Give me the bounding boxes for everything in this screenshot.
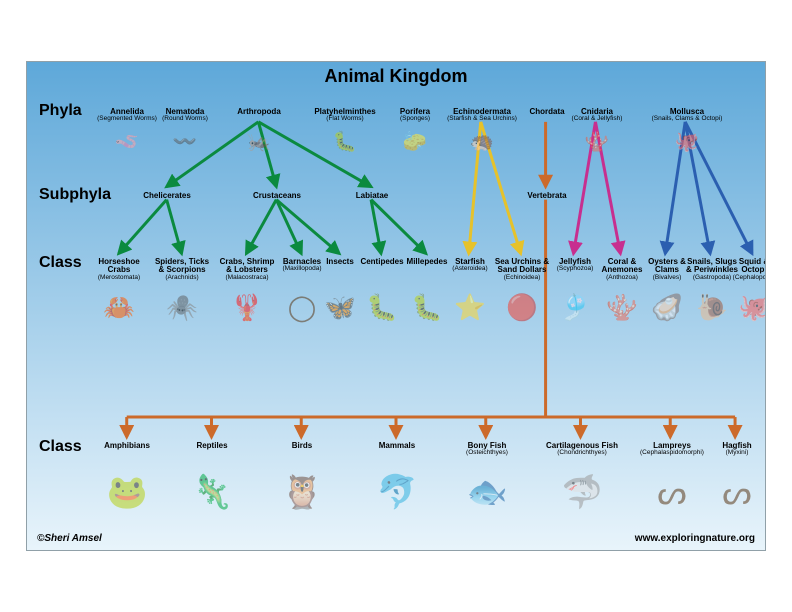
class-node: Bony Fish(Osteichthyes) <box>444 442 530 457</box>
phylum-name: Arthropoda <box>221 108 297 116</box>
website-url: www.exploringnature.org <box>635 533 755 544</box>
class-subname: (Maxillopoda) <box>274 266 330 273</box>
phylum-illustration: 🧽 <box>402 129 428 155</box>
class-illustration: ⭐ <box>453 291 487 325</box>
class-illustration: 🐙 <box>737 291 766 325</box>
class-illustration: 🦞 <box>230 291 264 325</box>
class-node: Cartilagenous Fish(Chondrichthyes) <box>539 442 625 457</box>
phylum-subname: (Coral & Jellyfish) <box>559 116 635 123</box>
subphylum-name: Chelicerates <box>127 192 207 200</box>
subphylum-node: Labiatae <box>332 192 412 200</box>
phylum-illustration: 🐛 <box>332 129 358 155</box>
class-illustration: 🎐 <box>558 291 592 325</box>
class-subname: (Chondrichthyes) <box>539 450 625 457</box>
subphylum-name: Vertebrata <box>507 192 587 200</box>
class-node: Mammals <box>354 442 440 450</box>
class-illustration: ◯ <box>285 291 319 325</box>
phylum-subname: (Sponges) <box>377 116 453 123</box>
phylum-subname: (Starfish & Sea Urchins) <box>444 116 520 123</box>
class-subname: (Merostomata) <box>91 275 147 282</box>
subphylum-node: Chelicerates <box>127 192 207 200</box>
class-illustration: 🐛 <box>365 291 399 325</box>
subphylum-node: Crustaceans <box>237 192 317 200</box>
subphylum-node: Vertebrata <box>507 192 587 200</box>
class-illustration: 🐟 <box>465 470 509 514</box>
class-illustration: 🔴 <box>505 291 539 325</box>
class-subname: (Osteichthyes) <box>444 450 530 457</box>
phylum-illustration: 🪸 <box>584 129 610 155</box>
class-subname: (Echinoidea) <box>494 275 550 282</box>
class-node: Reptiles <box>169 442 255 450</box>
class-node: Starfish(Asteroidea) <box>442 258 498 273</box>
phylum-illustration: 🪱 <box>114 129 140 155</box>
level-label: Phyla <box>39 102 82 120</box>
level-label: Class <box>39 254 82 272</box>
class-name: Amphibians <box>84 442 170 450</box>
class-illustration: 🐛 <box>410 291 444 325</box>
class-subname: (Malacostraca) <box>219 275 275 282</box>
level-label: Subphyla <box>39 186 111 204</box>
phylum-subname: (Flat Worms) <box>307 116 383 123</box>
class-subname: (Myxini) <box>694 450 766 457</box>
phylum-node: Nematoda(Round Worms) <box>147 108 223 123</box>
level-label: Class <box>39 438 82 456</box>
class-name: Mammals <box>354 442 440 450</box>
class-node: Hagfish(Myxini) <box>694 442 766 457</box>
class-illustration: ᔕ <box>650 470 694 514</box>
phylum-illustration: 🐙 <box>674 129 700 155</box>
class-subname: (Cephalopods) <box>726 275 766 282</box>
class-node: Crabs, Shrimp & Lobsters(Malacostraca) <box>219 258 275 282</box>
class-subname: (Asteroidea) <box>442 266 498 273</box>
class-name: Horseshoe Crabs <box>91 258 147 275</box>
class-name: Spiders, Ticks & Scorpions <box>154 258 210 275</box>
class-name: Crabs, Shrimp & Lobsters <box>219 258 275 275</box>
class-subname: (Arachnids) <box>154 275 210 282</box>
chart-title: Animal Kingdom <box>27 66 765 87</box>
class-name: Reptiles <box>169 442 255 450</box>
class-node: Sea Urchins & Sand Dollars(Echinoidea) <box>494 258 550 282</box>
phylum-illustration: 🦗 <box>246 129 272 155</box>
class-name: Birds <box>259 442 345 450</box>
class-node: Horseshoe Crabs(Merostomata) <box>91 258 147 282</box>
subphylum-name: Crustaceans <box>237 192 317 200</box>
class-illustration: 🦪 <box>650 291 684 325</box>
class-illustration: 🦉 <box>280 470 324 514</box>
class-illustration: 🪸 <box>605 291 639 325</box>
class-node: Spiders, Ticks & Scorpions(Arachnids) <box>154 258 210 282</box>
class-illustration: 🐌 <box>695 291 729 325</box>
phylum-illustration: 🦔 <box>469 129 495 155</box>
class-illustration: 🦀 <box>102 291 136 325</box>
class-name: Sea Urchins & Sand Dollars <box>494 258 550 275</box>
phylum-node: Platyhelminthes(Flat Worms) <box>307 108 383 123</box>
class-illustration: 🐸 <box>105 470 149 514</box>
class-illustration: 🐬 <box>375 470 419 514</box>
phylum-node: Porifera(Sponges) <box>377 108 453 123</box>
class-illustration: ᔕ <box>715 470 759 514</box>
class-illustration: 🦈 <box>560 470 604 514</box>
class-node: Birds <box>259 442 345 450</box>
class-illustration: 🦋 <box>323 291 357 325</box>
copyright-text: ©Sheri Amsel <box>37 533 102 544</box>
phylum-subname: (Snails, Clams & Octopi) <box>649 116 725 123</box>
class-node: Squid & Octopi(Cephalopods) <box>726 258 766 282</box>
class-node: Amphibians <box>84 442 170 450</box>
animal-kingdom-chart: Animal Kingdom ©Sheri Amsel www.explorin… <box>26 61 766 551</box>
phylum-node: Mollusca(Snails, Clams & Octopi) <box>649 108 725 123</box>
phylum-node: Arthropoda <box>221 108 297 116</box>
class-name: Squid & Octopi <box>726 258 766 275</box>
phylum-subname: (Round Worms) <box>147 116 223 123</box>
class-illustration: 🦎 <box>190 470 234 514</box>
class-illustration: 🕷️ <box>165 291 199 325</box>
subphylum-name: Labiatae <box>332 192 412 200</box>
phylum-illustration: 〰️ <box>172 129 198 155</box>
phylum-node: Cnidaria(Coral & Jellyfish) <box>559 108 635 123</box>
